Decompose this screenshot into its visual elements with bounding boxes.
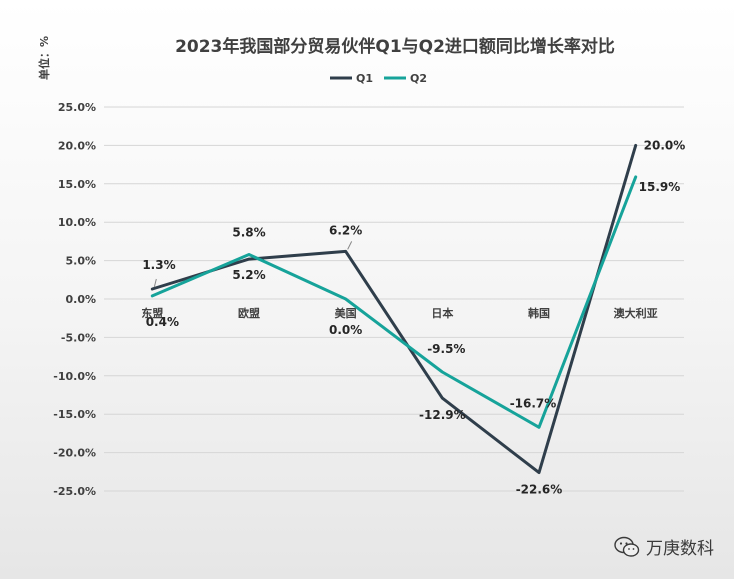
y-tick-label: -15.0% [53,408,96,421]
x-category-label: 日本 [431,306,453,320]
legend-label-q1: Q1 [356,72,373,85]
data-label-q1: 20.0% [644,138,686,152]
y-tick-label: 20.0% [58,139,96,152]
data-label-q2: -9.5% [427,342,465,356]
legend: Q1 Q2 [330,72,427,85]
data-label-q1: -22.6% [516,483,563,497]
x-category-label: 韩国 [528,306,550,320]
y-tick-label: 15.0% [58,178,96,191]
data-label-q1: -12.9% [419,408,466,422]
data-labels: 1.3% 5.2% 6.2% -12.9% -22.6% 20.0% 0.4% 5.8% 0.0… [142,138,685,496]
data-label-q2: 0.0% [329,323,362,337]
data-label-q2: 0.4% [146,315,179,329]
data-label-q2: -16.7% [510,396,557,410]
series-lines [150,143,638,475]
x-category-label: 美国 [335,306,357,320]
y-tick-label: -25.0% [53,485,96,498]
x-category-label: 澳大利亚 [614,306,658,320]
series-line-q1 [150,143,638,475]
chart-title: 2023年我国部分贸易伙伴Q1与Q2进口额同比增长率对比 [175,36,615,57]
watermark-text: 万庚数科 [646,539,714,559]
y-tick-label: 10.0% [58,216,96,229]
data-label-q1: 5.2% [232,268,265,282]
leader-line [153,278,157,288]
y-tick-label: -20.0% [53,447,96,460]
data-label-q2: 5.8% [232,225,265,239]
y-axis-label: 单位：% [37,36,51,80]
y-tick-label: 5.0% [65,255,96,268]
data-label-q1: 6.2% [329,223,362,237]
y-tick-label: 0.0% [65,293,96,306]
x-category-label: 欧盟 [238,306,260,320]
legend-label-q2: Q2 [410,72,427,85]
wechat-icon [614,536,640,557]
x-axis-categories: 东盟 欧盟 美国 日本 韩国 澳大利亚 [141,306,657,320]
y-tick-label: -10.0% [53,370,96,383]
watermark: 万庚数科 [614,534,714,559]
y-tick-label: -5.0% [61,331,96,344]
y-axis-ticks: 25.0% 20.0% 15.0% 10.0% 5.0% 0.0% -5.0% -10.0% -… [53,101,96,498]
data-label-q2: 15.9% [639,180,681,194]
y-tick-label: 25.0% [58,101,96,114]
leader-line [347,241,353,250]
data-label-q1: 1.3% [142,258,175,272]
grid [104,106,684,492]
series-line-q2 [150,175,638,429]
x-category-label: 东盟 [141,306,163,320]
